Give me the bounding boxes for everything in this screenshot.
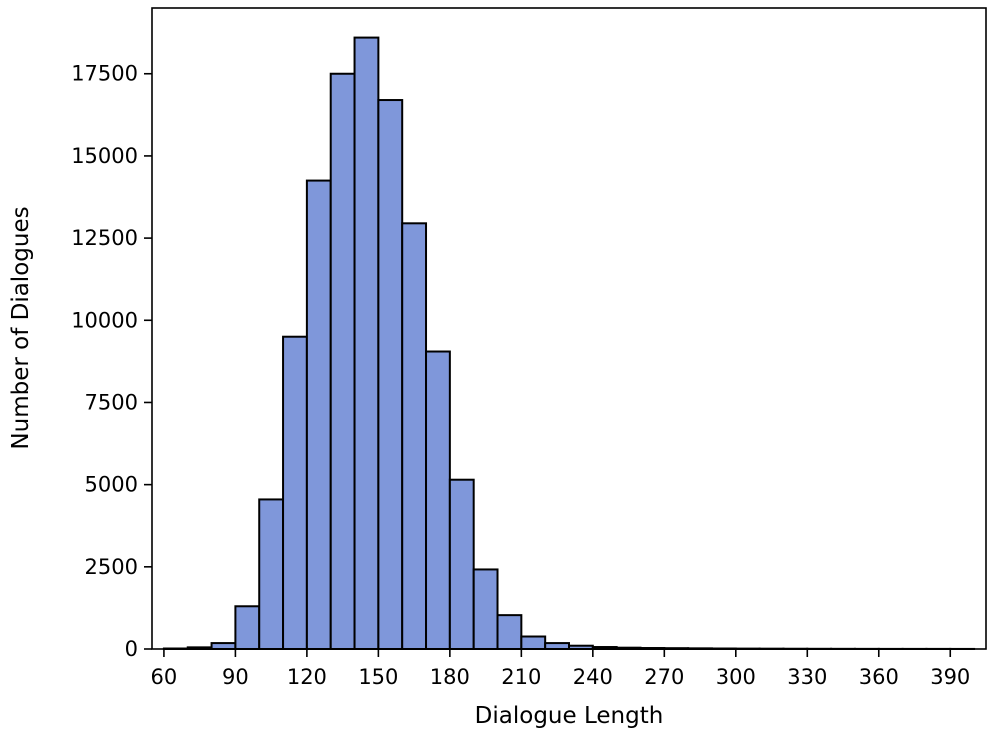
x-tick-label: 300	[716, 665, 756, 689]
x-axis-ticks: 60 90 120 150 180 210 240 270 300 330 360 390	[151, 649, 970, 689]
histogram-bar	[401, 222, 428, 651]
y-tick-label: 0	[125, 637, 138, 661]
y-tick-label: 10000	[71, 308, 138, 332]
y-axis-ticks: 0 2500 5000 7500 10000 12500 15000 17500	[71, 62, 152, 661]
histogram-bar	[210, 642, 237, 650]
histogram-bar	[496, 614, 523, 650]
histogram-bar	[377, 99, 404, 651]
y-tick-label: 17500	[71, 62, 138, 86]
histogram-bar	[520, 635, 547, 651]
x-tick-label: 210	[501, 665, 541, 689]
y-tick-label: 12500	[71, 226, 138, 250]
y-axis-label: Number of Dialogues	[8, 206, 34, 449]
y-tick-label: 5000	[85, 473, 138, 497]
x-tick-label: 150	[358, 665, 398, 689]
x-tick-label: 390	[930, 665, 970, 689]
x-tick-label: 330	[787, 665, 827, 689]
histogram-bar	[425, 350, 451, 650]
histogram-bar	[258, 498, 285, 650]
histogram-bar	[329, 72, 356, 650]
histogram-bar	[544, 642, 571, 650]
bars-group	[162, 36, 976, 651]
x-tick-label: 270	[644, 665, 684, 689]
plot-frame	[151, 7, 987, 650]
histogram-bar	[353, 36, 380, 651]
histogram-bar	[282, 335, 308, 650]
x-tick-label: 120	[287, 665, 327, 689]
x-axis-label: Dialogue Length	[475, 703, 664, 729]
histogram-bar	[305, 179, 332, 650]
y-tick-label: 15000	[71, 144, 138, 168]
x-tick-label: 90	[222, 665, 249, 689]
y-tick-label: 2500	[85, 555, 138, 579]
x-tick-label: 240	[573, 665, 613, 689]
histogram-bar	[448, 478, 475, 651]
histogram-bar	[234, 605, 261, 650]
x-tick-label: 60	[151, 665, 178, 689]
x-tick-label: 360	[859, 665, 899, 689]
x-tick-label: 180	[430, 665, 470, 689]
histogram-bar	[472, 568, 499, 650]
y-tick-label: 7500	[85, 390, 138, 414]
